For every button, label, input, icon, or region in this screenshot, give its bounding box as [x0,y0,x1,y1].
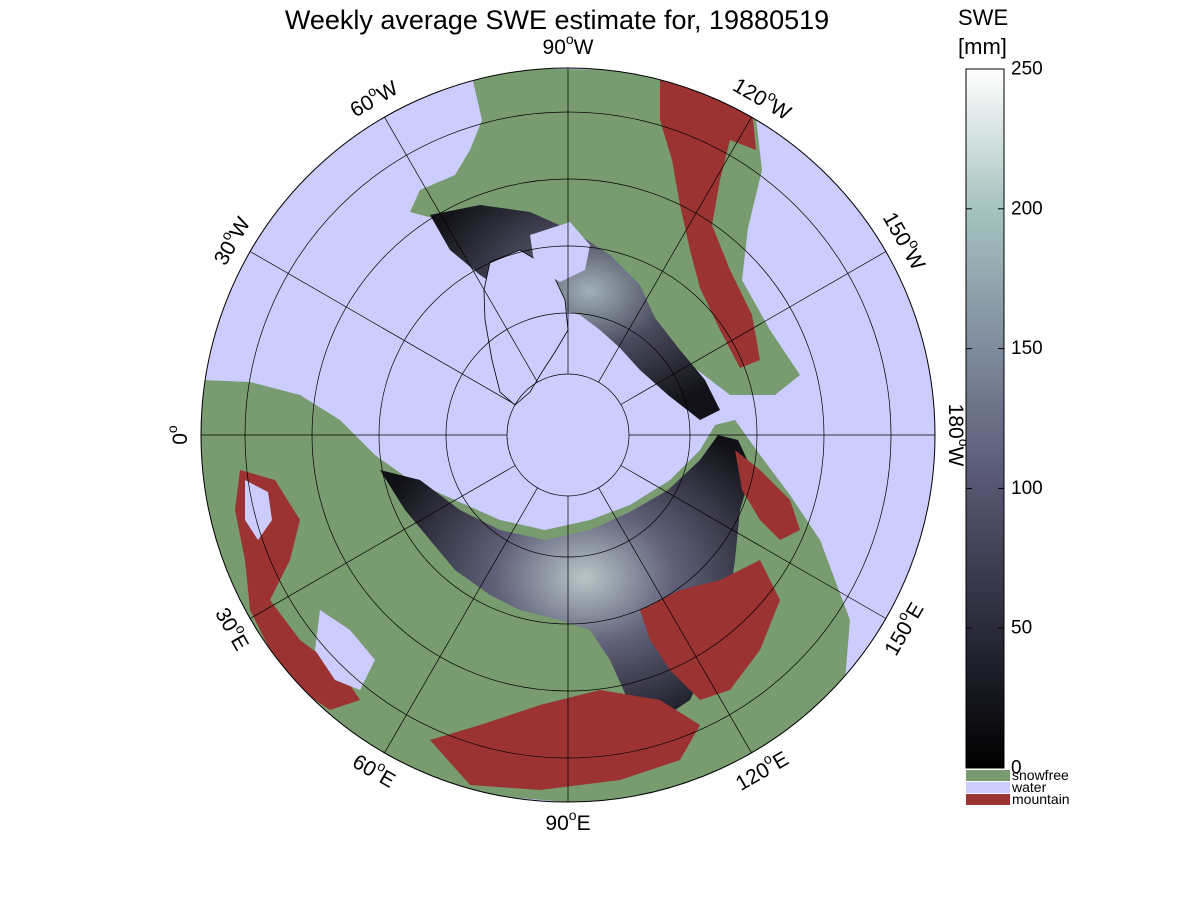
longitude-label: 90oE [545,807,590,835]
category-label: snowfree [1012,767,1069,783]
meridian-line [384,116,538,383]
east-siberia-mountains [735,450,800,540]
colorbar-tick-label: 50 [1011,618,1032,639]
map-title: Weekly average SWE estimate for, 1988051… [285,5,829,35]
category-swatch [966,782,1010,793]
colorbar-ticks: 0 50 100 150 200 250 [966,59,1043,779]
polar-map [200,67,936,803]
swe-colorbar: SWE [mm] 0 50 100 150 200 250 snowfreewatermo… [958,5,1070,807]
category-label: water [1011,779,1047,795]
siberian-mountains [640,560,780,700]
baltic-sea [245,480,272,540]
land-layer [201,68,850,802]
graticule [201,68,935,802]
longitude-label: 0o [164,425,192,445]
map-border [200,67,936,803]
colorbar-ramp [965,68,1005,769]
category-label: mountain [1012,791,1070,807]
category-swatch [966,794,1010,805]
rocky-mountains [660,80,760,368]
meridian-line [598,487,752,754]
meridian-line [620,465,887,619]
colorbar-tick-label: 200 [1011,198,1043,219]
meridian-line [598,116,752,383]
meridian-line [620,251,887,405]
central-asia-mountains [430,690,700,790]
longitude-label: 90oW [543,31,594,59]
colorbar-tick-label: 250 [1011,59,1043,80]
european-mountains [235,470,360,710]
hudson-bay [530,222,590,282]
meridian-line [384,487,538,754]
colorbar-tick-label: 100 [1011,478,1043,499]
meridian-line [249,251,516,405]
colorbar-tick-label: 150 [1011,338,1043,359]
colorbar-tick-label: 0 [1011,758,1022,779]
meridian-line [249,465,516,619]
colorbar-title-swe: SWE [958,5,1008,30]
caspian-black-sea [315,610,375,690]
longitude-label: 180oW [945,404,973,467]
colorbar-title-unit: [mm] [958,34,1007,59]
category-swatch [966,770,1010,781]
